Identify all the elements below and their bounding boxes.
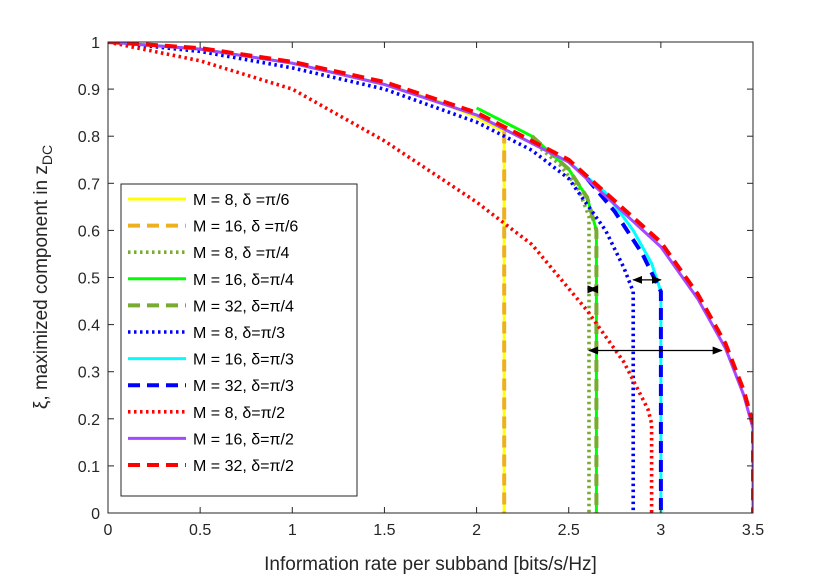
legend-label: M = 32, δ=π/2 — [193, 458, 294, 475]
series-line-3 — [530, 139, 591, 513]
series-line-8 — [585, 177, 663, 513]
x-tick-label: 1 — [288, 522, 297, 539]
x-axis-label: Information rate per subband [bits/s/Hz] — [264, 554, 597, 575]
legend-label: M = 16, δ=π/3 — [193, 352, 294, 369]
y-tick-label: 0.5 — [78, 271, 100, 288]
y-tick-label: 0.6 — [78, 223, 100, 240]
x-tick-label: 0.5 — [189, 522, 211, 539]
x-tick-label: 3 — [656, 522, 665, 539]
y-tick-label: 0.4 — [78, 318, 100, 335]
y-tick-label: 1 — [91, 35, 100, 52]
y-axis-label-subscript: DC — [39, 145, 55, 165]
x-tick-label: 0 — [104, 522, 113, 539]
legend-label: M = 8, δ=π/2 — [193, 405, 285, 422]
legend-label: M = 32, δ=π/3 — [193, 378, 294, 395]
legend-label: M = 8, δ =π/6 — [193, 192, 290, 209]
legend-label: M = 16, δ=π/2 — [193, 431, 294, 448]
series-layer — [108, 42, 753, 513]
y-tick-label: 0.3 — [78, 365, 100, 382]
y-axis-label: ξ, maximized component in zDC — [31, 145, 55, 409]
y-tick-label: 0.1 — [78, 459, 100, 476]
legend-label: M = 16, δ=π/4 — [193, 272, 294, 289]
y-tick-label: 0.2 — [78, 412, 100, 429]
y-tick-label: 0 — [91, 506, 100, 523]
x-tick-label: 2.5 — [558, 522, 580, 539]
legend-label: M = 8, δ=π/3 — [193, 325, 285, 342]
legend-label: M = 32, δ=π/4 — [193, 298, 294, 315]
series-line-11 — [108, 42, 753, 513]
legend: M = 8, δ =π/6 M = 16, δ =π/6 M = 8, δ =π/4… — [120, 183, 358, 497]
y-tick-label: 0.8 — [78, 129, 100, 146]
legend-entries: M = 8, δ =π/6 M = 16, δ =π/6 M = 8, δ =π/4… — [128, 192, 298, 475]
legend-box — [120, 183, 358, 497]
tick-layer: 0 0.5 1 1.5 2 2.5 3 3.5 0 0.1 0.2 0.3 0.4 0.5 0.6 0.7 0.… — [78, 35, 764, 539]
x-tick-label: 1.5 — [373, 522, 395, 539]
y-tick-label: 0.9 — [78, 82, 100, 99]
series-line-5 — [530, 134, 599, 513]
series-line-6 — [108, 42, 636, 513]
legend-label: M = 16, δ =π/6 — [193, 219, 298, 236]
legend-label: M = 8, δ =π/4 — [193, 245, 290, 262]
x-tick-label: 3.5 — [742, 522, 764, 539]
series-line-9 — [108, 42, 654, 513]
y-axis-label-main: ξ, maximized component in z — [31, 165, 52, 409]
x-tick-label: 2 — [472, 522, 481, 539]
y-tick-label: 0.7 — [78, 176, 100, 193]
annotation-layer — [587, 275, 723, 355]
